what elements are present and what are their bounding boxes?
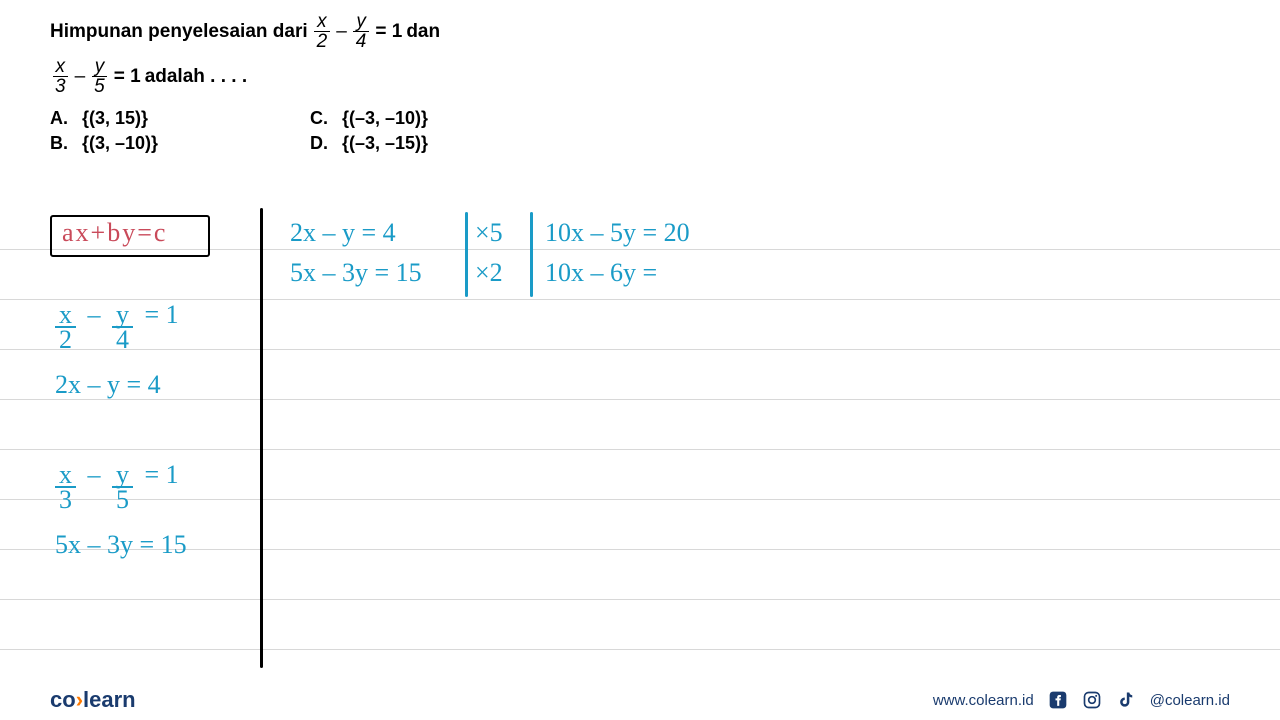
vbar-1: [465, 212, 468, 297]
logo: co›learn: [50, 687, 136, 713]
facebook-icon: [1048, 690, 1068, 710]
answer-a: A. {(3, 15)}: [50, 108, 270, 129]
minus: –: [75, 66, 86, 88]
hw-minus: –: [88, 300, 101, 329]
footer-right: www.colearn.id @colearn.id: [933, 690, 1230, 710]
question-line-1: Himpunan penyelesaian dari x 2 – y 4 = 1…: [50, 12, 1230, 51]
hw-right-row1-c2: ×5: [475, 218, 503, 248]
fraction-y-5: y 5: [91, 57, 108, 96]
fraction-x-3: x 3: [52, 57, 69, 96]
hw-rhs-1: = 1: [145, 300, 179, 329]
hw-right-row2-c1: 5x – 3y = 15: [290, 258, 422, 288]
footer: co›learn www.colearn.id @colearn.id: [0, 680, 1280, 720]
fraction-x-2: x 2: [314, 12, 331, 51]
tiktok-icon: [1116, 690, 1136, 710]
hw-left-eq1: x 2 – y 4 = 1: [55, 300, 179, 352]
hw-frac-x-2: x 2: [55, 303, 76, 352]
fraction-y-4: y 4: [353, 12, 370, 51]
footer-handle: @colearn.id: [1150, 692, 1230, 709]
logo-arrow-icon: ›: [76, 687, 83, 712]
formula-text: ax+by=c: [62, 218, 167, 248]
logo-learn: learn: [83, 687, 136, 712]
hw-left-eq4: 5x – 3y = 15: [55, 530, 187, 560]
hw-right-row1-c3: 10x – 5y = 20: [545, 218, 690, 248]
hw-left-eq2: 2x – y = 4: [55, 370, 161, 400]
minus: –: [336, 21, 347, 43]
hw-right-row2-c2: ×2: [475, 258, 503, 288]
hw-minus-2: –: [88, 460, 101, 489]
hw-frac-y-5: y 5: [112, 463, 133, 512]
answer-b: B. {(3, –10)}: [50, 133, 270, 154]
vertical-divider: [260, 208, 263, 668]
answer-d: D. {(–3, –15)}: [310, 133, 530, 154]
answer-c: C. {(–3, –10)}: [310, 108, 530, 129]
hw-right-row1-c1: 2x – y = 4: [290, 218, 396, 248]
dan: dan: [406, 21, 440, 43]
eq-rhs: = 1: [375, 21, 402, 43]
hw-right-row2-c3: 10x – 6y =: [545, 258, 657, 288]
instagram-icon: [1082, 690, 1102, 710]
hw-frac-x-3: x 3: [55, 463, 76, 512]
footer-url: www.colearn.id: [933, 692, 1034, 709]
question-line-2: x 3 – y 5 = 1 adalah . . . .: [50, 57, 1230, 96]
hw-rhs-3: = 1: [145, 460, 179, 489]
vbar-2: [530, 212, 533, 297]
q-prefix: Himpunan penyelesaian dari: [50, 21, 308, 43]
hw-frac-y-4: y 4: [112, 303, 133, 352]
answer-grid: A. {(3, 15)} C. {(–3, –10)} B. {(3, –10)…: [50, 108, 1230, 154]
eq-rhs-2: = 1: [114, 66, 141, 88]
hw-left-eq3: x 3 – y 5 = 1: [55, 460, 179, 512]
logo-co: co: [50, 687, 76, 712]
question-block: Himpunan penyelesaian dari x 2 – y 4 = 1…: [0, 0, 1280, 162]
adalah: adalah . . . .: [145, 66, 247, 88]
